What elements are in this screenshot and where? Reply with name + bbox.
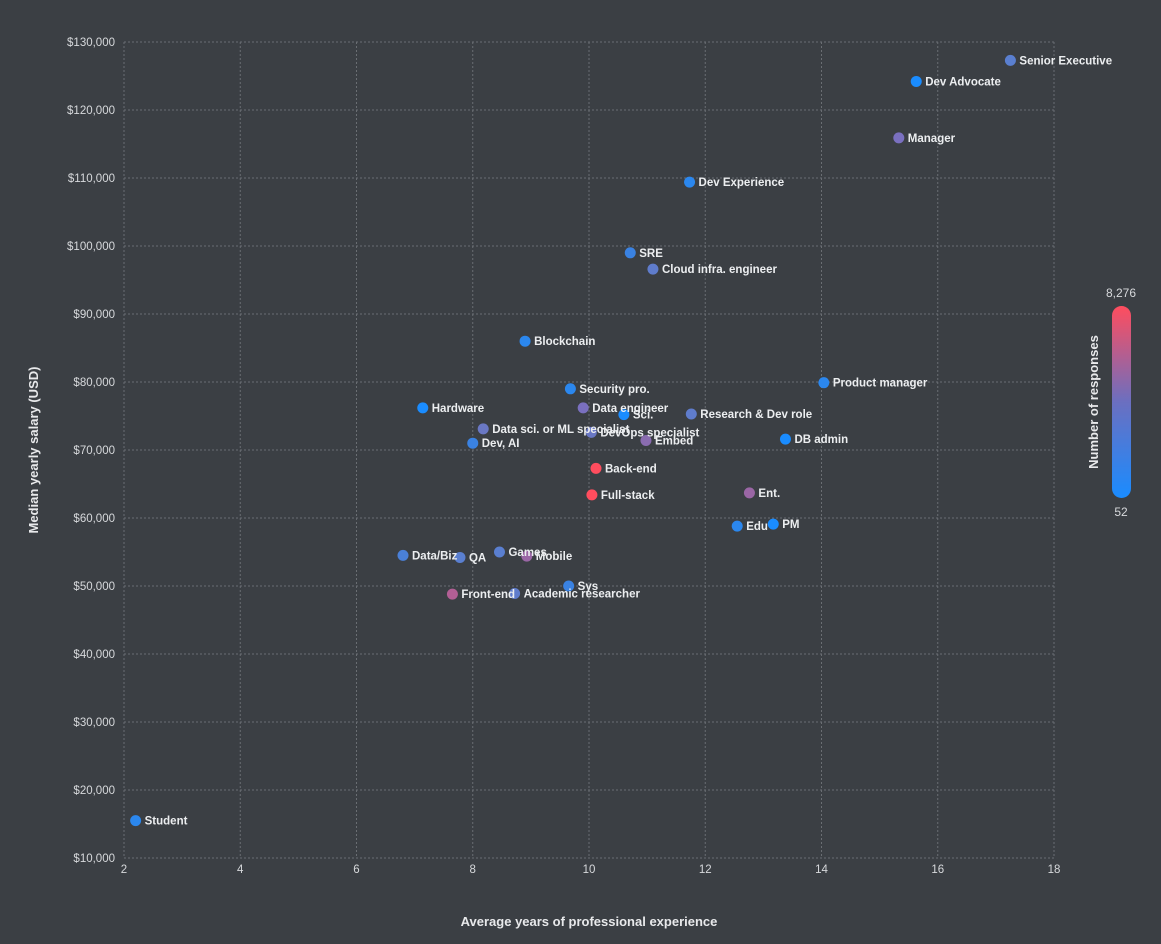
data-point[interactable] xyxy=(743,487,755,499)
x-tick-label: 2 xyxy=(121,864,127,876)
data-point-label: Data sci. or ML specialist xyxy=(492,424,629,436)
data-labels: Senior Executive Dev Advocate Manager Dev E… xyxy=(145,55,1112,827)
data-point[interactable] xyxy=(454,551,466,563)
data-point[interactable] xyxy=(1004,54,1016,66)
data-point-label: Full-stack xyxy=(601,490,655,502)
x-tick-label: 6 xyxy=(353,864,359,876)
y-tick-label: $90,000 xyxy=(73,309,115,321)
data-point[interactable] xyxy=(585,426,597,438)
data-point-label: Front-end xyxy=(461,589,515,601)
x-axis-ticks: 2 4 6 8 10 12 14 16 18 xyxy=(121,864,1061,876)
data-point[interactable] xyxy=(818,377,830,389)
data-point[interactable] xyxy=(779,433,791,445)
data-point[interactable] xyxy=(647,263,659,275)
y-tick-label: $120,000 xyxy=(67,105,115,117)
data-point[interactable] xyxy=(910,75,922,87)
y-tick-label: $40,000 xyxy=(73,649,115,661)
data-point[interactable] xyxy=(417,402,429,414)
data-point-label: Data engineer xyxy=(592,403,669,415)
y-tick-label: $70,000 xyxy=(73,445,115,457)
data-point-label: Sys xyxy=(578,581,598,593)
data-point[interactable] xyxy=(521,550,533,562)
y-axis-ticks: $10,000 $20,000 $30,000 $40,000 $50,000 $60,0… xyxy=(67,37,115,865)
data-point-label: Dev Experience xyxy=(699,177,785,189)
x-tick-label: 4 xyxy=(237,864,244,876)
data-point[interactable] xyxy=(767,518,779,530)
x-tick-label: 12 xyxy=(699,864,712,876)
data-point[interactable] xyxy=(577,402,589,414)
data-point[interactable] xyxy=(509,587,521,599)
data-point[interactable] xyxy=(893,132,905,144)
x-tick-label: 8 xyxy=(470,864,476,876)
data-point[interactable] xyxy=(586,489,598,501)
data-point[interactable] xyxy=(640,434,652,446)
y-tick-label: $130,000 xyxy=(67,37,115,49)
colorbar-max-label: 8,276 xyxy=(1106,286,1136,300)
data-point-label: Embed xyxy=(655,435,693,447)
data-point[interactable] xyxy=(731,520,743,532)
data-point[interactable] xyxy=(624,247,636,259)
data-point-label: SRE xyxy=(639,248,663,260)
data-point[interactable] xyxy=(446,588,458,600)
data-point-label: PM xyxy=(782,519,799,531)
data-point-label: Security pro. xyxy=(579,384,649,396)
data-point-label: Data/Biz xyxy=(412,550,458,562)
data-point-label: Dev Advocate xyxy=(925,76,1001,88)
grid-lines xyxy=(123,41,1055,859)
data-point[interactable] xyxy=(130,815,142,827)
data-point[interactable] xyxy=(684,176,696,188)
colorbar-title: Number of responses xyxy=(1086,335,1101,469)
y-tick-label: $30,000 xyxy=(73,717,115,729)
y-tick-label: $110,000 xyxy=(68,173,115,185)
data-point-label: DB admin xyxy=(794,434,848,446)
y-tick-label: $10,000 xyxy=(73,853,115,865)
colorbar-min-label: 52 xyxy=(1114,505,1128,519)
y-axis-title: Median yearly salary (USD) xyxy=(26,367,41,534)
data-point[interactable] xyxy=(519,335,531,347)
data-point[interactable] xyxy=(467,437,479,449)
data-point-label: Student xyxy=(145,816,188,828)
data-point-label: Ent. xyxy=(758,488,780,500)
y-tick-label: $50,000 xyxy=(73,581,115,593)
colorbar: 8,276 52 Number of responses xyxy=(1086,286,1136,519)
data-point-label: Hardware xyxy=(432,403,484,415)
y-tick-label: $80,000 xyxy=(73,377,115,389)
x-tick-label: 10 xyxy=(583,864,596,876)
y-tick-label: $20,000 xyxy=(73,785,115,797)
data-point-label: Senior Executive xyxy=(1019,55,1112,67)
data-point[interactable] xyxy=(618,409,630,421)
data-point-label: Academic researcher xyxy=(524,588,641,600)
x-tick-label: 16 xyxy=(931,864,944,876)
data-point-label: DevOps specialist xyxy=(600,427,699,439)
y-tick-label: $60,000 xyxy=(73,513,115,525)
x-tick-label: 18 xyxy=(1048,864,1061,876)
data-points xyxy=(130,54,1016,827)
data-point-label: QA xyxy=(469,552,486,564)
data-point-label: Edu xyxy=(746,521,768,533)
x-tick-label: 14 xyxy=(815,864,828,876)
data-point[interactable] xyxy=(590,462,602,474)
data-point-label: Games xyxy=(508,547,546,559)
data-point-label: Dev, AI xyxy=(482,438,520,450)
data-point[interactable] xyxy=(397,549,409,561)
data-point-label: Manager xyxy=(908,133,956,145)
y-tick-label: $100,000 xyxy=(67,241,115,253)
data-point[interactable] xyxy=(563,580,575,592)
data-point[interactable] xyxy=(685,408,697,420)
data-point[interactable] xyxy=(493,546,505,558)
data-point-label: Sci. xyxy=(633,410,653,422)
data-point-label: Mobile xyxy=(536,551,572,563)
data-point-label: Back-end xyxy=(605,463,657,475)
data-point[interactable] xyxy=(564,383,576,395)
data-point-label: Research & Dev role xyxy=(700,409,812,421)
data-point-label: Product manager xyxy=(833,378,928,390)
data-point-label: Cloud infra. engineer xyxy=(662,264,778,276)
data-point[interactable] xyxy=(477,423,489,435)
x-axis-title: Average years of professional experience xyxy=(461,914,718,929)
data-point-label: Blockchain xyxy=(534,336,595,348)
colorbar-gradient xyxy=(1112,306,1131,498)
